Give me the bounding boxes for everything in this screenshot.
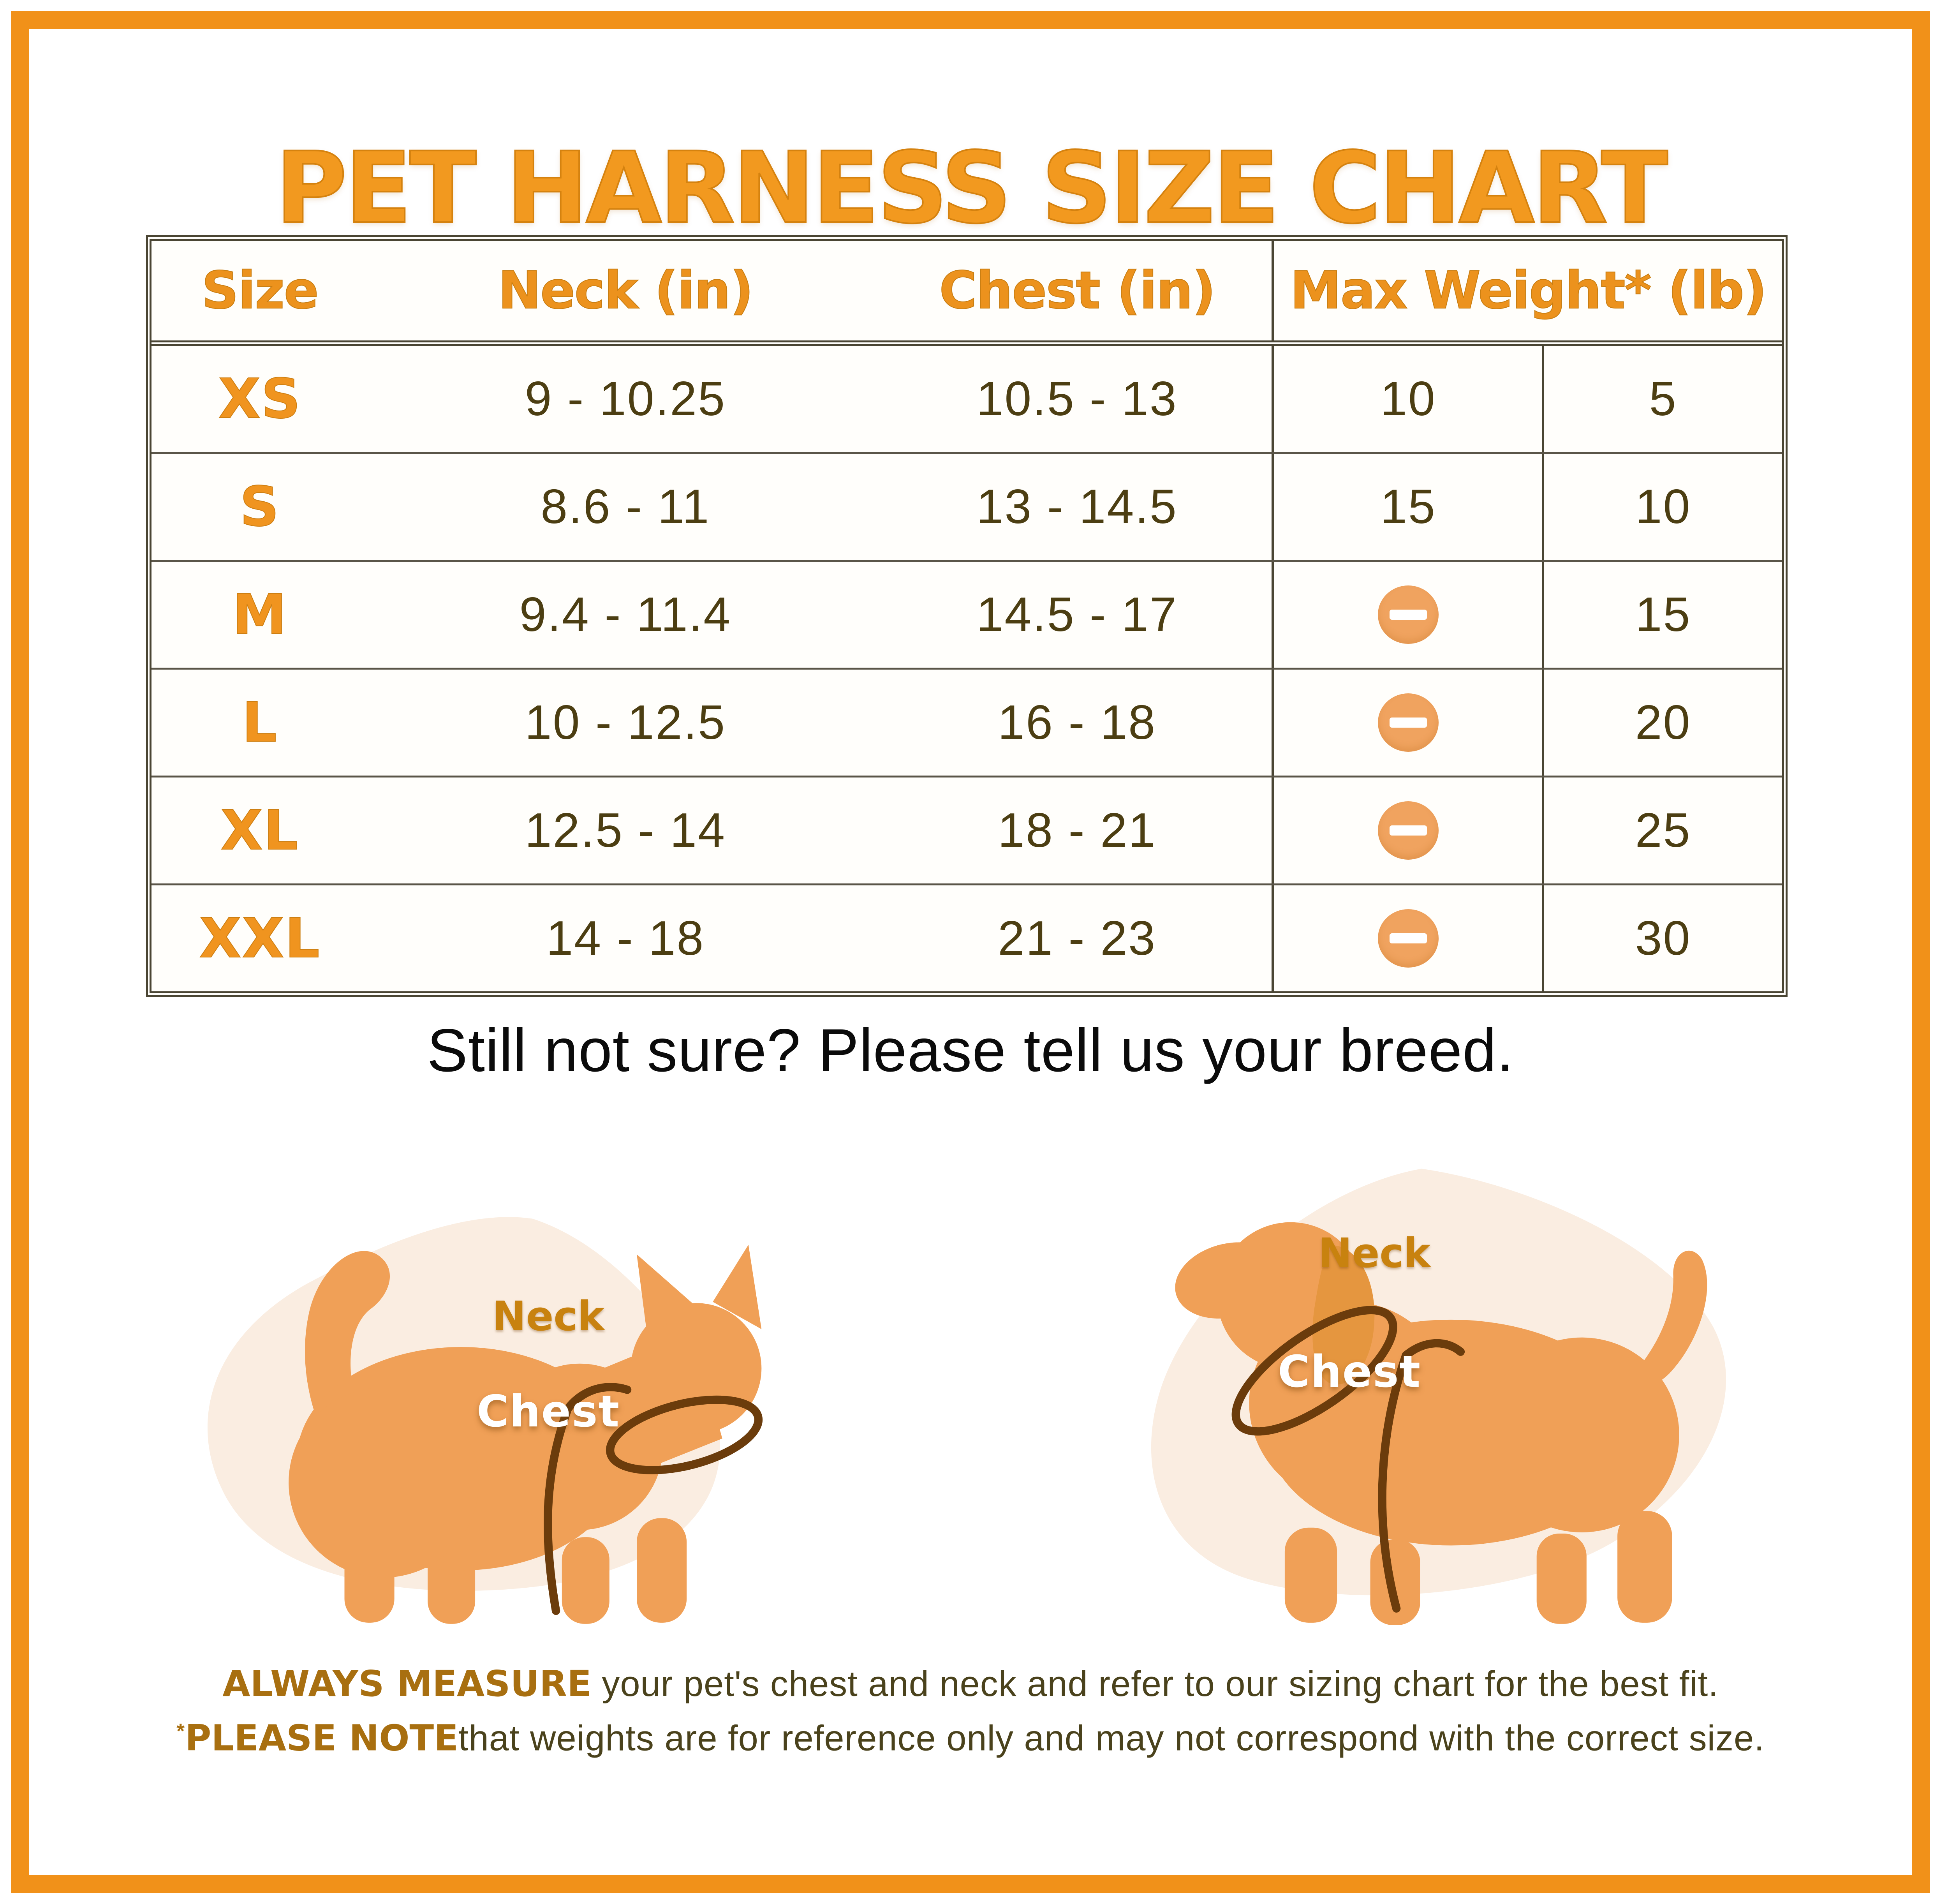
weight-col2-cell: 15 bbox=[1542, 562, 1782, 668]
weight-col2-cell: 25 bbox=[1542, 777, 1782, 883]
neck-cell: 8.6 - 11 bbox=[541, 480, 710, 534]
header-size: Size bbox=[201, 260, 319, 321]
cat-neck-label: Neck bbox=[492, 1292, 605, 1340]
footer-note-1-bold: ALWAYS MEASURE bbox=[222, 1663, 592, 1705]
weight-col1-cell bbox=[1271, 885, 1542, 991]
footer-notes: ALWAYS MEASURE your pet's chest and neck… bbox=[0, 1660, 1941, 1762]
cat-chest-label: Chest bbox=[476, 1386, 620, 1437]
size-cell: M bbox=[232, 583, 287, 647]
measurement-figures: Neck Chest bbox=[0, 1135, 1941, 1630]
minus-icon bbox=[1377, 693, 1439, 752]
table-row-xs: XS 9 - 10.25 10.5 - 13 10 5 bbox=[151, 346, 1782, 452]
dog-chest-label: Chest bbox=[1277, 1347, 1421, 1397]
neck-cell: 14 - 18 bbox=[546, 911, 705, 965]
chest-cell: 13 - 14.5 bbox=[976, 480, 1178, 534]
size-cell: XL bbox=[220, 799, 299, 863]
cat-neck-ring bbox=[606, 1395, 763, 1474]
footer-note-2: *PLEASE NOTEthat weights are for referen… bbox=[0, 1708, 1941, 1762]
dog-neck-label: Neck bbox=[1318, 1229, 1431, 1277]
weight-col1-cell bbox=[1271, 777, 1542, 883]
subtitle: Still not sure? Please tell us your bree… bbox=[427, 1017, 1514, 1084]
size-cell: S bbox=[240, 475, 280, 539]
weight-col2-cell: 5 bbox=[1542, 346, 1782, 452]
minus-icon bbox=[1377, 585, 1439, 644]
page-title: PET HARNESS SIZE CHART bbox=[275, 130, 1669, 246]
table-row-xl: XL 12.5 - 14 18 - 21 25 bbox=[151, 776, 1782, 883]
minus-icon bbox=[1377, 909, 1439, 968]
table-row-m: M 9.4 - 11.4 14.5 - 17 15 bbox=[151, 560, 1782, 668]
size-chart-table: Size Neck (in) Chest (in) Max Weight* (l… bbox=[146, 235, 1788, 997]
size-cell: L bbox=[242, 691, 278, 755]
dog-silhouette bbox=[1151, 1169, 1726, 1625]
header-neck: Neck (in) bbox=[498, 260, 754, 321]
neck-cell: 10 - 12.5 bbox=[525, 696, 726, 749]
chest-cell: 10.5 - 13 bbox=[976, 372, 1178, 426]
weight-col1-cell: 15 bbox=[1271, 454, 1542, 560]
footer-note-1-text: your pet's chest and neck and refer to o… bbox=[591, 1664, 1719, 1704]
footer-note-2-bold: PLEASE NOTE bbox=[185, 1717, 459, 1759]
dog-figure: Neck Chest bbox=[1094, 1135, 1760, 1626]
weight-col1-cell bbox=[1271, 670, 1542, 776]
neck-cell: 9 - 10.25 bbox=[525, 372, 726, 426]
chest-cell: 16 - 18 bbox=[998, 696, 1157, 749]
header-max-weight: Max Weight* (lb) bbox=[1271, 241, 1782, 340]
neck-cell: 9.4 - 11.4 bbox=[519, 588, 732, 642]
dog-chest-line bbox=[1378, 1351, 1410, 1613]
chest-cell: 14.5 - 17 bbox=[976, 588, 1178, 642]
size-cell: XS bbox=[218, 367, 301, 431]
dog-tail bbox=[1629, 1250, 1707, 1387]
header-chest: Chest (in) bbox=[939, 260, 1216, 321]
footer-note-2-text: that weights are for reference only and … bbox=[458, 1718, 1765, 1758]
cat-silhouette bbox=[207, 1217, 763, 1624]
footnote-marker: * bbox=[176, 1720, 185, 1743]
cat-chest-line bbox=[543, 1405, 572, 1615]
weight-col2-cell: 10 bbox=[1542, 454, 1782, 560]
minus-icon bbox=[1377, 801, 1439, 860]
weight-col2-cell: 20 bbox=[1542, 670, 1782, 776]
weight-col2-cell: 30 bbox=[1542, 885, 1782, 991]
size-cell: XXL bbox=[199, 906, 321, 971]
footer-note-1: ALWAYS MEASURE your pet's chest and neck… bbox=[0, 1660, 1941, 1708]
chest-cell: 18 - 21 bbox=[998, 804, 1157, 857]
cat-figure: Neck Chest bbox=[164, 1135, 830, 1626]
neck-cell: 12.5 - 14 bbox=[525, 804, 726, 857]
table-row-s: S 8.6 - 11 13 - 14.5 15 10 bbox=[151, 452, 1782, 560]
dog-neck-ring bbox=[1231, 1306, 1397, 1436]
weight-col1-cell: 10 bbox=[1271, 346, 1542, 452]
chest-cell: 21 - 23 bbox=[998, 911, 1157, 965]
table-row-xxl: XXL 14 - 18 21 - 23 30 bbox=[151, 883, 1782, 991]
weight-col1-cell bbox=[1271, 562, 1542, 668]
header-row: Size Neck (in) Chest (in) Max Weight* (l… bbox=[151, 241, 1782, 346]
table-row-l: L 10 - 12.5 16 - 18 20 bbox=[151, 668, 1782, 776]
